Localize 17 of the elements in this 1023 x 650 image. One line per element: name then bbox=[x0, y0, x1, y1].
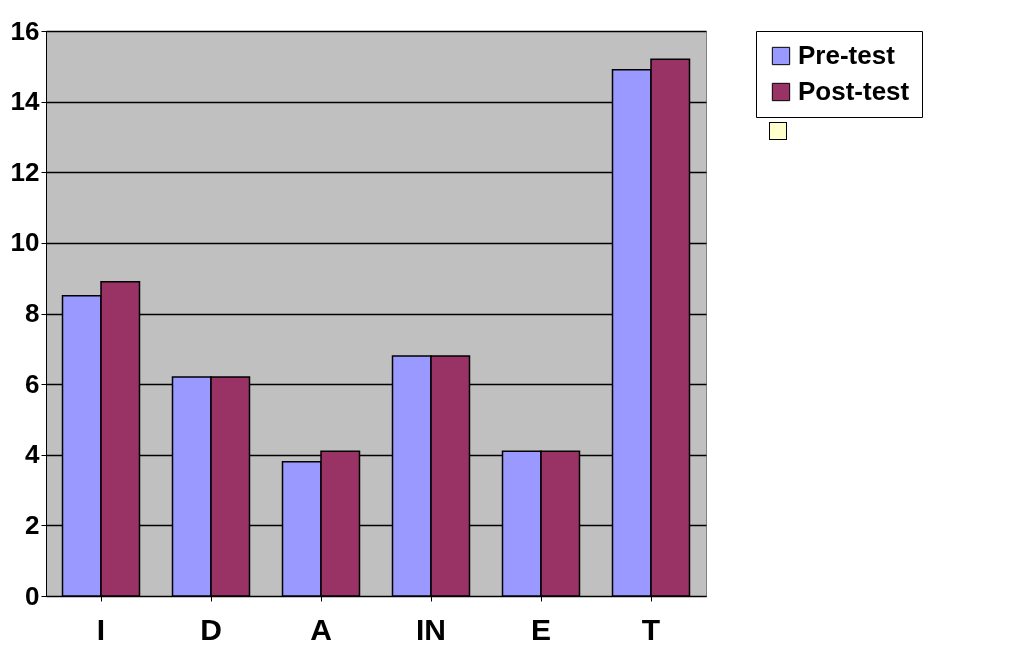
y-tick-label: 10 bbox=[10, 227, 40, 258]
y-tick-label: 16 bbox=[10, 15, 40, 46]
x-tick-label: T bbox=[641, 612, 661, 646]
y-tick-label: 4 bbox=[25, 439, 41, 470]
y-tick-label: 6 bbox=[25, 368, 40, 399]
x-tick-label: A bbox=[310, 612, 332, 646]
y-tick-label: 14 bbox=[10, 86, 41, 117]
legend-label: Pre-test bbox=[798, 40, 896, 70]
y-tick-label: 2 bbox=[25, 509, 40, 540]
x-tick-label: IN bbox=[416, 612, 446, 646]
x-tick-label: E bbox=[530, 612, 552, 646]
y-tick-label: 0 bbox=[25, 580, 40, 611]
legend-label: Post-test bbox=[798, 76, 910, 106]
y-tick-label: 8 bbox=[25, 298, 40, 328]
x-tick-label: D bbox=[200, 612, 222, 646]
x-tick-label: I bbox=[96, 612, 106, 646]
y-tick-label: 12 bbox=[10, 156, 40, 187]
